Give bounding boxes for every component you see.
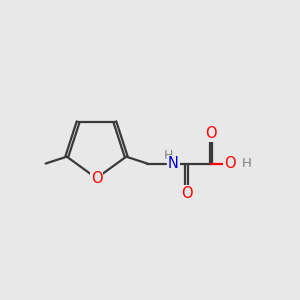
Text: H: H: [242, 157, 252, 170]
Text: O: O: [224, 156, 236, 171]
Text: N: N: [168, 156, 179, 171]
Text: O: O: [205, 126, 217, 141]
Text: O: O: [181, 186, 192, 201]
Text: H: H: [164, 149, 173, 162]
Text: O: O: [91, 171, 102, 186]
